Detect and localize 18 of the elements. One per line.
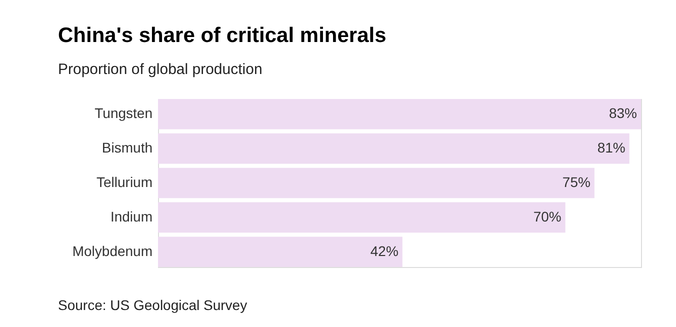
chart-title: China's share of critical minerals [58, 24, 386, 47]
y-tick-label: Indium [110, 208, 152, 224]
y-tick-label: Tungsten [94, 105, 152, 122]
bar [158, 99, 641, 130]
y-tick-label: Tellurium [96, 174, 152, 190]
bar [158, 236, 402, 267]
y-tick-label: Molybdenum [72, 242, 152, 259]
data-label: 83% [608, 105, 637, 122]
data-label: 42% [370, 242, 398, 259]
bar [158, 133, 630, 164]
y-tick-label: Bismuth [102, 140, 152, 156]
bar [158, 168, 594, 198]
data-label: 70% [533, 208, 562, 224]
bar [158, 202, 566, 233]
data-label: 81% [597, 140, 626, 156]
source-note: Source: US Geological Survey [58, 297, 248, 313]
chart-subtitle: Proportion of global production [58, 61, 262, 78]
data-label: 75% [562, 174, 590, 190]
